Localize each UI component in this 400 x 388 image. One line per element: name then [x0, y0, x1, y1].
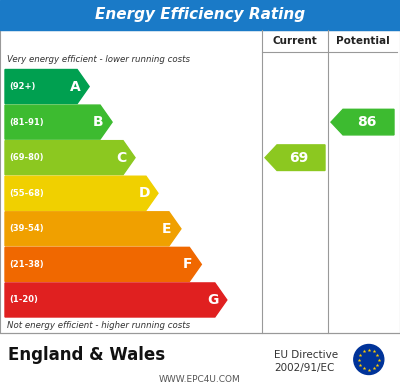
- Text: (69-80): (69-80): [9, 153, 44, 162]
- Bar: [0, 30, 400, 333]
- Text: Not energy efficient - higher running costs: Not energy efficient - higher running co…: [7, 320, 190, 329]
- Text: England & Wales: England & Wales: [8, 346, 165, 364]
- Text: E: E: [162, 222, 172, 236]
- Text: (21-38): (21-38): [9, 260, 44, 269]
- Text: 69: 69: [289, 151, 309, 165]
- Text: (55-68): (55-68): [9, 189, 44, 198]
- Polygon shape: [265, 145, 325, 170]
- Polygon shape: [5, 105, 112, 139]
- Text: (92+): (92+): [9, 82, 35, 91]
- Polygon shape: [5, 248, 201, 281]
- Circle shape: [354, 345, 384, 374]
- Text: 86: 86: [357, 115, 376, 129]
- Polygon shape: [5, 69, 89, 104]
- Polygon shape: [5, 140, 135, 175]
- Bar: [0, 0, 400, 30]
- Text: F: F: [182, 257, 192, 271]
- Text: 2002/91/EC: 2002/91/EC: [274, 362, 334, 372]
- Text: D: D: [138, 186, 150, 200]
- Polygon shape: [5, 212, 181, 246]
- Text: Energy Efficiency Rating: Energy Efficiency Rating: [95, 7, 305, 23]
- Text: (1-20): (1-20): [9, 296, 38, 305]
- Text: (81-91): (81-91): [9, 118, 44, 126]
- Polygon shape: [5, 176, 158, 210]
- Text: EU Directive: EU Directive: [274, 350, 338, 360]
- Text: Potential: Potential: [336, 36, 389, 46]
- Text: C: C: [116, 151, 126, 165]
- Text: Very energy efficient - lower running costs: Very energy efficient - lower running co…: [7, 55, 190, 64]
- Polygon shape: [331, 109, 394, 135]
- Text: WWW.EPC4U.COM: WWW.EPC4U.COM: [159, 376, 241, 385]
- Text: Current: Current: [273, 36, 317, 46]
- Text: G: G: [207, 293, 218, 307]
- Polygon shape: [5, 283, 227, 317]
- Text: B: B: [93, 115, 104, 129]
- Text: (39-54): (39-54): [9, 224, 44, 233]
- Text: A: A: [70, 80, 80, 94]
